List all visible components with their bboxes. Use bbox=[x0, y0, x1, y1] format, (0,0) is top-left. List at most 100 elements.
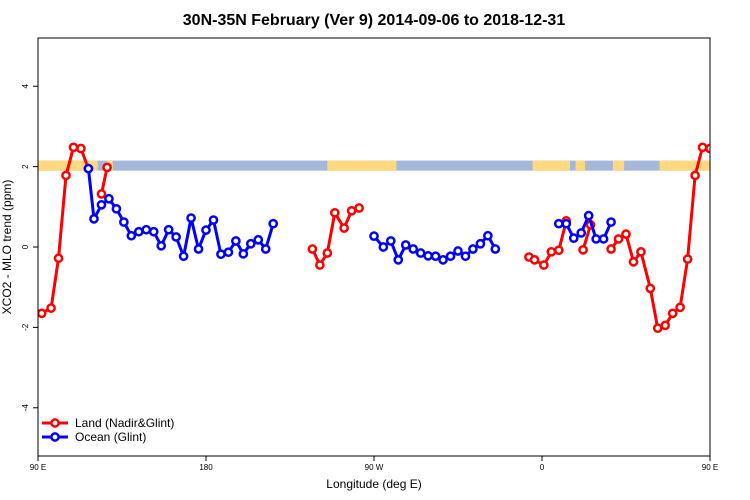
y-axis-label: XCO2 - MLO trend (ppm) bbox=[0, 180, 14, 315]
land-band-segment bbox=[659, 160, 710, 171]
ocean-data-point bbox=[83, 163, 94, 174]
x-tick-label: 90 E bbox=[702, 463, 718, 472]
land-data-point bbox=[621, 229, 631, 239]
land-data-point bbox=[645, 283, 656, 294]
series-layer bbox=[38, 142, 750, 334]
ocean-data-point bbox=[736, 195, 743, 202]
ocean-data-point bbox=[553, 218, 564, 229]
y-tick-label: 0 bbox=[21, 244, 30, 249]
ocean-legend-label: Ocean (Glint) bbox=[75, 430, 146, 444]
ocean-data-point bbox=[568, 233, 579, 244]
ocean-data-point bbox=[583, 210, 594, 221]
land-band-segment bbox=[575, 160, 585, 171]
x-tick-label: 90 E bbox=[30, 463, 46, 472]
x-tick-label: 180 bbox=[199, 463, 213, 472]
land-data-point bbox=[606, 244, 616, 254]
ocean-data-point bbox=[460, 251, 471, 262]
ocean-data-point bbox=[245, 238, 256, 249]
land-data-point bbox=[660, 320, 671, 331]
land-data-point bbox=[539, 260, 549, 270]
ocean-data-point bbox=[475, 238, 486, 249]
ocean-data-point bbox=[171, 232, 181, 242]
land-data-point bbox=[315, 260, 325, 270]
land-data-point bbox=[354, 203, 364, 213]
ocean-data-point bbox=[598, 234, 609, 244]
y-tick-label: 2 bbox=[21, 164, 30, 169]
ocean-data-point bbox=[483, 230, 493, 241]
legend: Land (Nadir&Glint)Ocean (Glint) bbox=[42, 416, 174, 444]
land-data-point bbox=[652, 323, 663, 334]
land-legend-marker bbox=[50, 418, 60, 428]
land-data-point bbox=[96, 189, 107, 199]
chart-title: 30N-35N February (Ver 9) 2014-09-06 to 2… bbox=[183, 12, 566, 29]
ocean-data-point bbox=[408, 244, 419, 254]
x-tick-label: 0 bbox=[540, 463, 545, 472]
land-data-point bbox=[322, 248, 333, 258]
land-data-point bbox=[553, 245, 564, 256]
land-data-point bbox=[38, 308, 47, 319]
land-data-point bbox=[727, 190, 734, 197]
land-data-point bbox=[628, 257, 639, 267]
land-data-point bbox=[346, 205, 357, 216]
land-band-segment bbox=[532, 160, 570, 171]
ocean-data-point bbox=[119, 217, 129, 227]
ocean-data-point bbox=[415, 248, 426, 258]
x-tick-label: 90 W bbox=[365, 463, 384, 472]
ocean-data-point bbox=[606, 217, 616, 227]
land-band-segment bbox=[612, 160, 625, 171]
y-axis: -4 -2 0 2 4 bbox=[21, 83, 38, 411]
y-tick-label: -4 bbox=[21, 404, 30, 412]
ocean-data-point bbox=[89, 214, 99, 224]
ocean-data-point bbox=[238, 248, 249, 259]
ocean-data-point bbox=[576, 228, 587, 238]
ocean-data-point bbox=[438, 255, 448, 265]
ocean-data-point bbox=[591, 234, 601, 244]
land-data-point bbox=[578, 244, 588, 255]
land-data-point bbox=[329, 207, 340, 218]
ocean-data-point bbox=[490, 244, 501, 254]
land-ocean-band bbox=[38, 160, 710, 171]
ocean-data-point bbox=[231, 236, 241, 246]
ocean-data-point bbox=[216, 249, 226, 260]
ocean-data-point bbox=[163, 224, 174, 235]
land-data-point bbox=[667, 308, 678, 319]
land-band-segment bbox=[327, 160, 397, 171]
ocean-data-point bbox=[268, 218, 279, 229]
ocean-data-point bbox=[393, 255, 404, 265]
land-data-point bbox=[76, 143, 86, 154]
land-data-point bbox=[697, 142, 708, 153]
land-data-point bbox=[529, 255, 540, 265]
land-data-point bbox=[733, 164, 740, 171]
land-data-point bbox=[636, 246, 646, 257]
land-data-point bbox=[53, 253, 64, 264]
x-axis-label: Longitude (deg E) bbox=[326, 477, 421, 491]
ocean-data-point bbox=[96, 199, 107, 210]
ocean-series-line bbox=[718, 169, 750, 246]
ocean-data-point bbox=[430, 251, 441, 262]
ocean-data-point bbox=[423, 250, 433, 261]
land-data-point bbox=[339, 223, 349, 233]
ocean-data-point bbox=[253, 234, 264, 245]
ocean-data-point bbox=[208, 215, 219, 225]
ocean-data-point bbox=[156, 240, 167, 251]
ocean-data-point bbox=[445, 251, 456, 262]
ocean-data-point bbox=[223, 247, 234, 258]
ocean-data-point bbox=[744, 205, 750, 212]
land-data-point bbox=[682, 254, 693, 264]
ocean-data-point bbox=[148, 226, 159, 237]
land-data-point bbox=[307, 244, 318, 254]
ocean-data-point bbox=[186, 213, 196, 223]
x-axis: 90 E 180 90 W 0 90 E bbox=[30, 456, 718, 472]
land-data-point bbox=[714, 165, 721, 172]
land-data-point bbox=[675, 302, 685, 313]
ocean-data-point bbox=[561, 218, 572, 229]
land-data-point bbox=[690, 170, 700, 181]
ocean-data-point bbox=[260, 244, 271, 254]
ocean-data-point bbox=[193, 244, 204, 254]
land-data-point bbox=[705, 143, 710, 154]
ocean-data-point bbox=[721, 215, 728, 222]
land-series-line bbox=[731, 167, 737, 194]
ocean-legend-marker bbox=[50, 432, 60, 442]
ocean-data-point bbox=[369, 231, 379, 241]
